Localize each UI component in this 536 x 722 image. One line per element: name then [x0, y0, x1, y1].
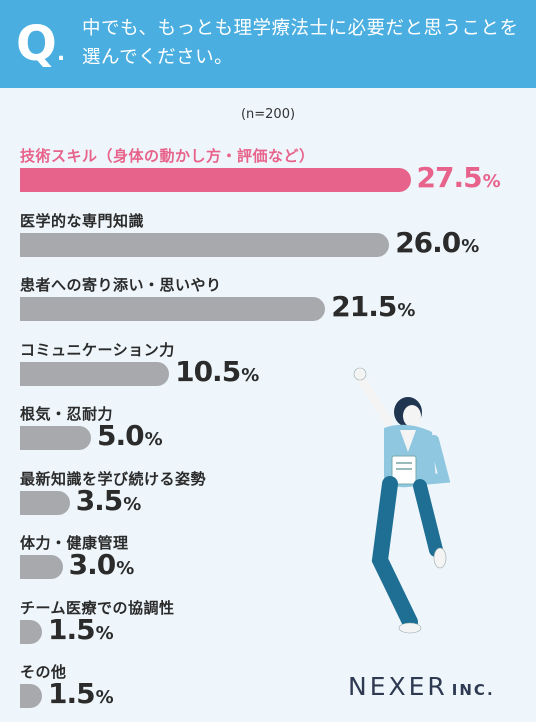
value-label: 1.5% — [48, 677, 114, 710]
bar — [20, 619, 42, 644]
value-number: 21.5 — [331, 290, 397, 323]
value-unit: % — [95, 687, 114, 708]
value-unit: % — [482, 171, 501, 192]
value-number: 5.0 — [97, 419, 145, 452]
category-label: 医学的な専門知識 — [20, 211, 145, 230]
value-number: 10.5 — [175, 354, 241, 388]
value-unit: % — [95, 622, 114, 644]
category-label: 根気・忍耐力 — [20, 405, 114, 423]
value-label: 1.5% — [48, 613, 114, 646]
question-text: 中でも、もっとも理学療法士に必要だと思うことを選んでください。 — [82, 18, 519, 68]
value-number: 26.0 — [395, 225, 461, 259]
category-label: その他 — [20, 663, 67, 681]
value-label: 27.5% — [417, 161, 501, 194]
value-number: 1.5 — [48, 612, 96, 646]
value-number: 27.5 — [416, 161, 483, 194]
category-label: 最新知識を学び続ける姿勢 — [20, 469, 207, 488]
category-label: 技術スキル（身体の動かし方・評価など） — [20, 147, 315, 165]
bar — [20, 297, 326, 321]
bar — [20, 168, 411, 192]
bar — [20, 555, 63, 579]
value-number: 3.5 — [75, 483, 124, 517]
nexer-logo: NEXER INC. — [348, 672, 495, 701]
value-unit: % — [116, 558, 135, 579]
header-band: Q. 中でも、もっとも理学療法士に必要だと思うことを選んでください。 — [0, 0, 536, 88]
sample-size-note: (n=200) — [240, 107, 296, 122]
value-unit: % — [241, 364, 260, 386]
value-number: 3.0 — [68, 548, 117, 581]
value-label: 21.5% — [331, 290, 415, 323]
cheering-person-illustration — [353, 367, 451, 634]
value-label: 10.5% — [175, 355, 259, 388]
value-label: 26.0% — [395, 226, 479, 259]
category-label: 体力・健康管理 — [20, 534, 129, 552]
value-unit: % — [461, 235, 480, 257]
value-unit: % — [123, 493, 142, 515]
bar — [20, 684, 42, 708]
bar — [20, 232, 390, 257]
bar — [20, 490, 70, 515]
value-label: 3.5% — [76, 484, 142, 517]
category-label: コミュニケーション力 — [20, 340, 175, 359]
value-unit: % — [144, 429, 163, 450]
value-label: 5.0% — [97, 419, 163, 452]
value-number: 1.5 — [48, 677, 96, 710]
bar — [20, 361, 170, 386]
q-badge: Q. — [16, 16, 66, 72]
value-label: 3.0% — [69, 548, 135, 581]
category-label: チーム医療での協調性 — [20, 598, 175, 617]
value-unit: % — [397, 300, 416, 321]
bar — [20, 426, 91, 450]
category-label: 患者への寄り添い・思いやり — [20, 276, 222, 294]
